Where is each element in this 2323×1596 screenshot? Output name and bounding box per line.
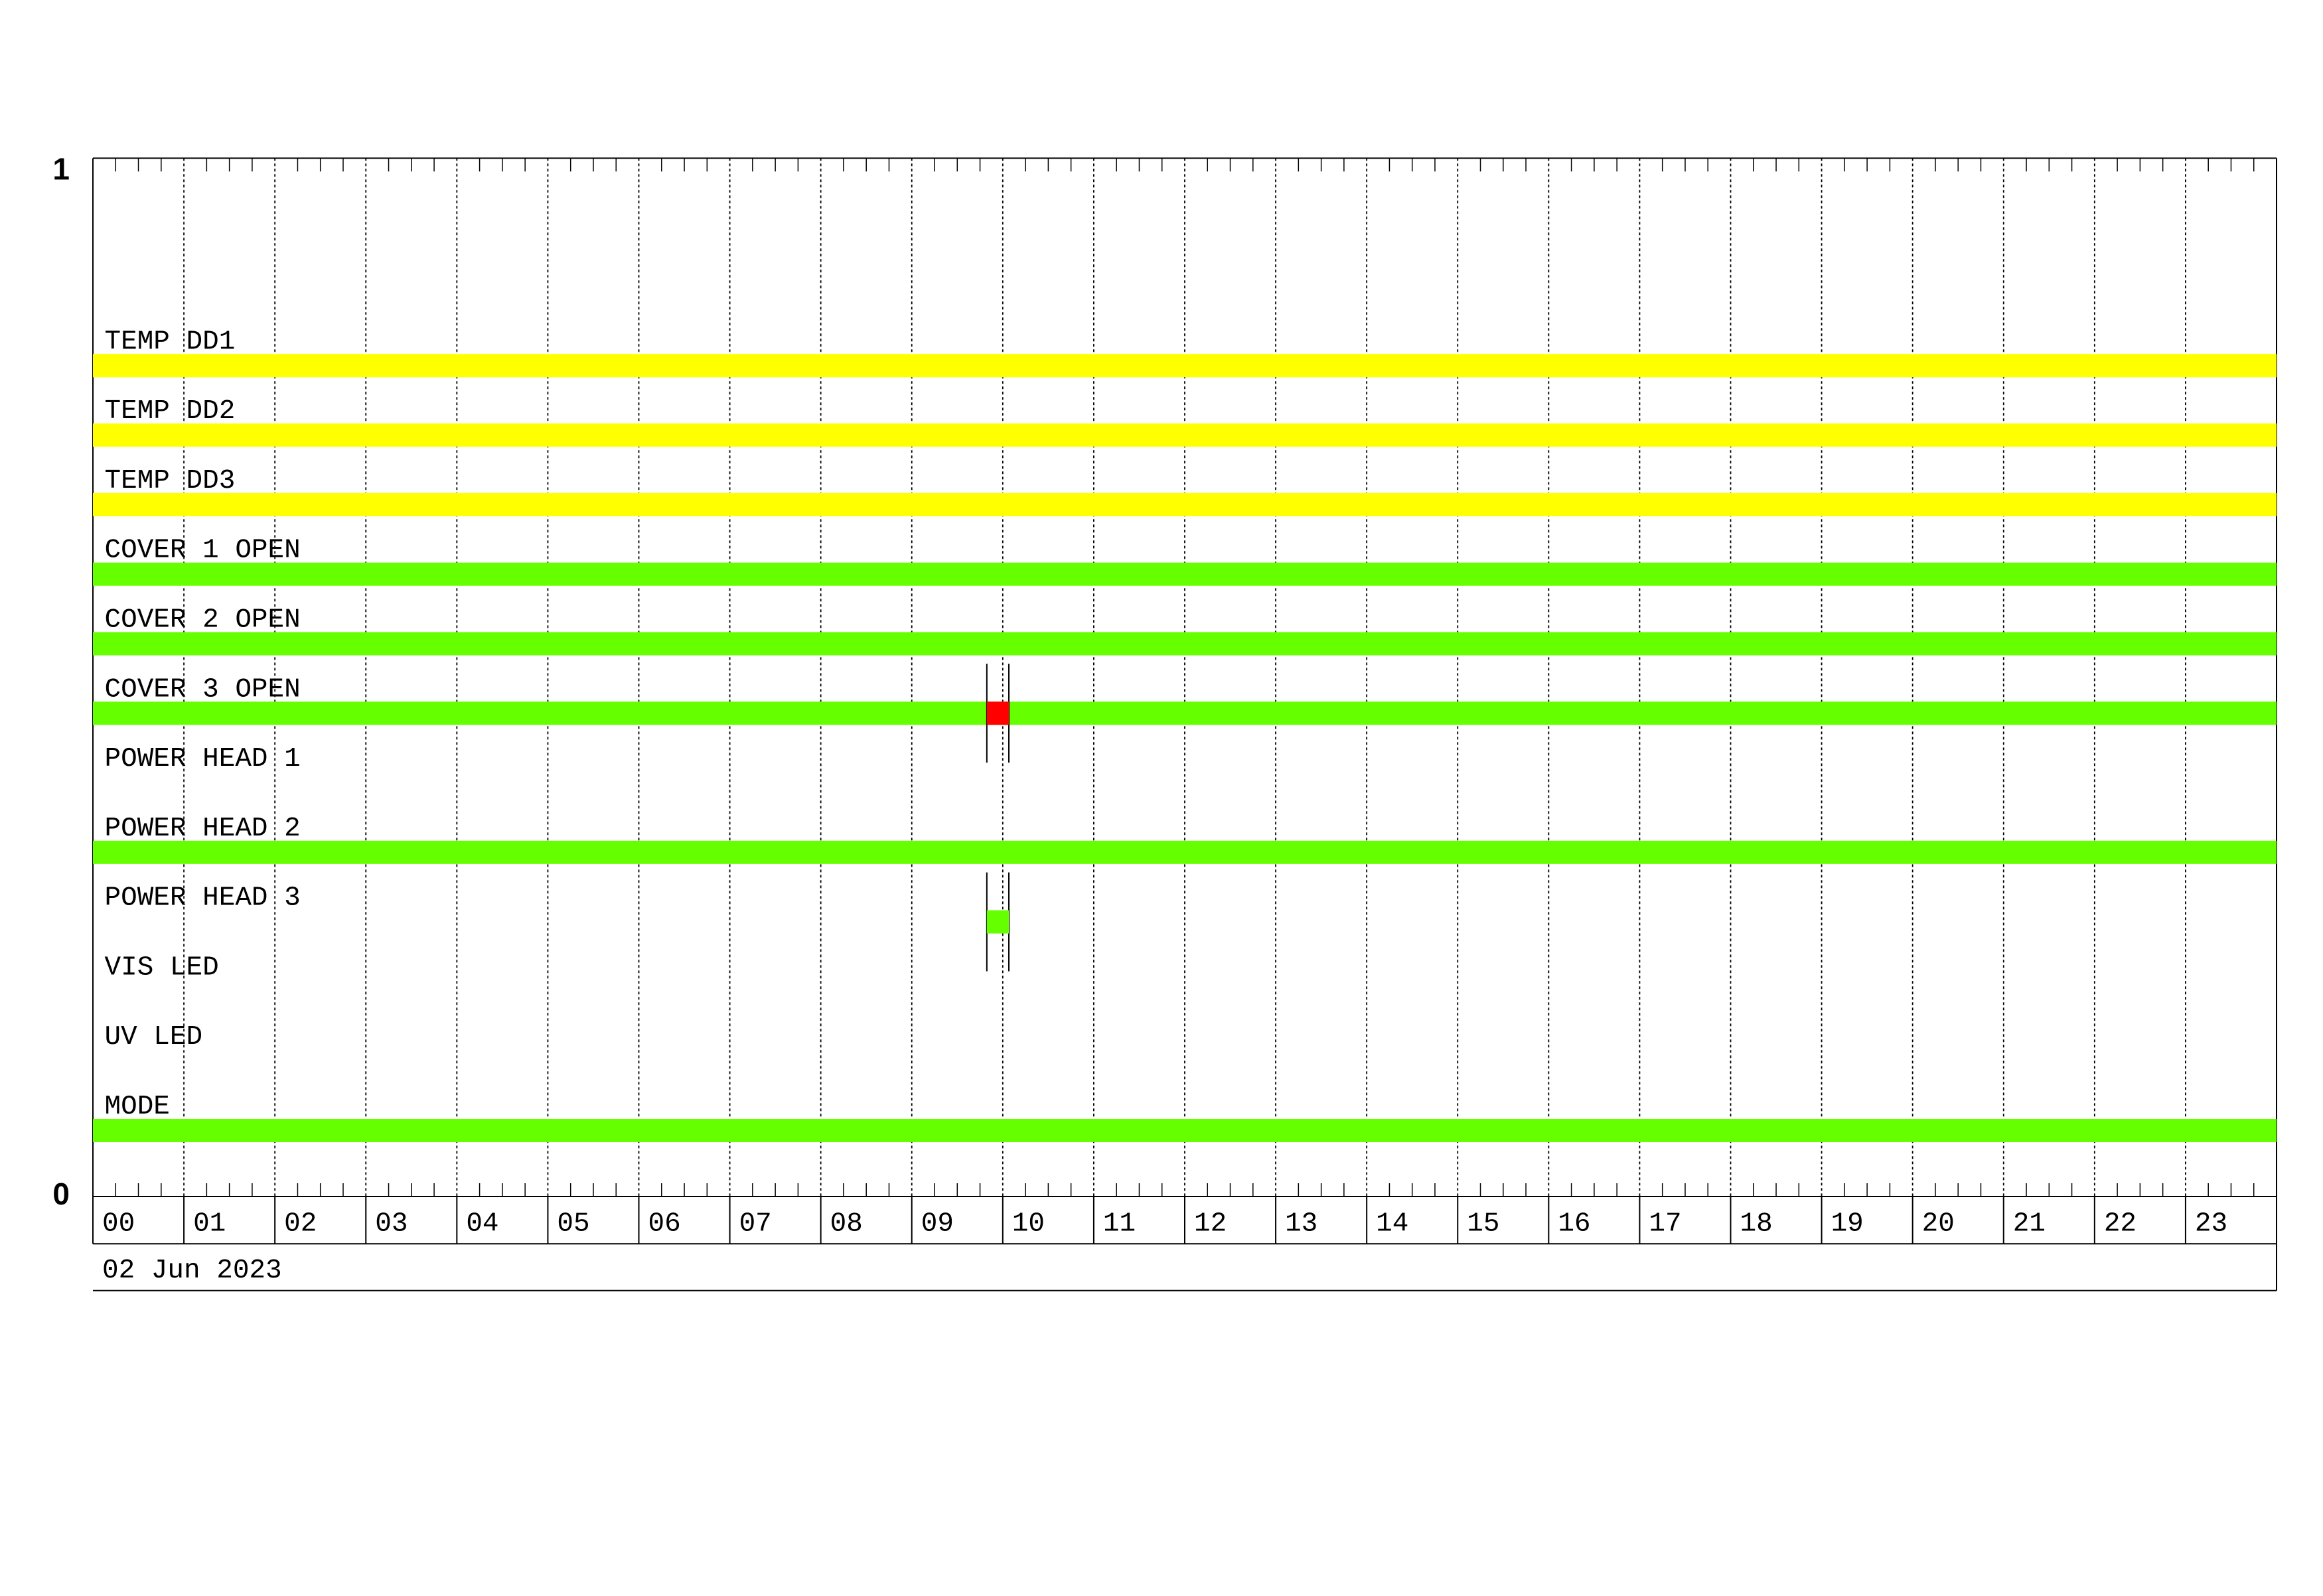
- svg-text:02: 02: [284, 1208, 317, 1239]
- svg-text:1: 1: [52, 151, 70, 186]
- svg-text:07: 07: [739, 1208, 772, 1239]
- svg-text:05: 05: [557, 1208, 589, 1239]
- svg-text:09: 09: [921, 1208, 954, 1239]
- svg-text:00: 00: [102, 1208, 135, 1239]
- svg-text:02 Jun 2023: 02 Jun 2023: [102, 1256, 282, 1286]
- svg-text:TEMP DD2: TEMP DD2: [105, 396, 236, 427]
- svg-text:01: 01: [193, 1208, 226, 1239]
- svg-text:TEMP DD1: TEMP DD1: [105, 326, 236, 357]
- svg-text:16: 16: [1558, 1208, 1590, 1239]
- svg-text:22: 22: [2104, 1208, 2136, 1239]
- svg-text:08: 08: [830, 1208, 863, 1239]
- svg-text:UV LED: UV LED: [105, 1022, 203, 1052]
- svg-text:20: 20: [1922, 1208, 1955, 1239]
- svg-text:11: 11: [1103, 1208, 1136, 1239]
- svg-text:POWER HEAD 1: POWER HEAD 1: [105, 744, 301, 774]
- svg-text:14: 14: [1376, 1208, 1408, 1239]
- svg-text:0: 0: [52, 1177, 70, 1211]
- svg-text:19: 19: [1831, 1208, 1864, 1239]
- svg-text:COVER 2 OPEN: COVER 2 OPEN: [105, 605, 301, 636]
- svg-text:VIS LED: VIS LED: [105, 952, 219, 983]
- svg-text:POWER HEAD 2: POWER HEAD 2: [105, 814, 301, 844]
- svg-text:06: 06: [648, 1208, 681, 1239]
- svg-text:12: 12: [1194, 1208, 1227, 1239]
- svg-text:04: 04: [466, 1208, 498, 1239]
- svg-text:17: 17: [1649, 1208, 1681, 1239]
- svg-text:POWER HEAD 3: POWER HEAD 3: [105, 883, 301, 914]
- svg-text:COVER 3 OPEN: COVER 3 OPEN: [105, 674, 301, 705]
- svg-text:21: 21: [2013, 1208, 2046, 1239]
- svg-text:18: 18: [1740, 1208, 1773, 1239]
- svg-text:TEMP DD3: TEMP DD3: [105, 466, 236, 496]
- svg-text:MODE: MODE: [105, 1092, 170, 1122]
- svg-text:23: 23: [2195, 1208, 2227, 1239]
- svg-text:03: 03: [375, 1208, 408, 1239]
- svg-text:COVER 1 OPEN: COVER 1 OPEN: [105, 536, 301, 566]
- svg-text:13: 13: [1285, 1208, 1317, 1239]
- svg-text:15: 15: [1467, 1208, 1499, 1239]
- svg-text:10: 10: [1012, 1208, 1045, 1239]
